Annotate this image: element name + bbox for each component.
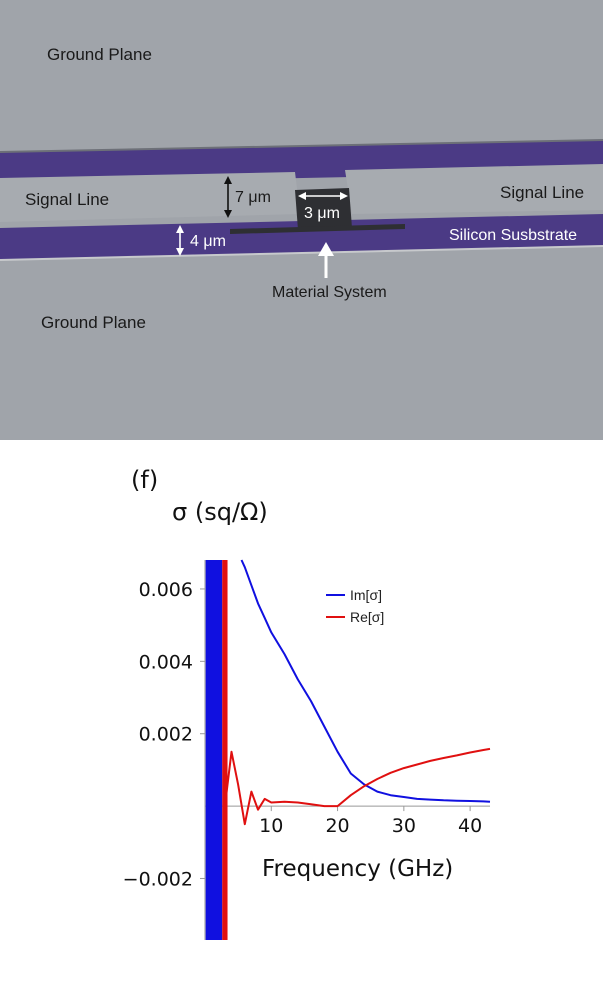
signal-line-left-label: Signal Line (25, 190, 109, 209)
y-tick-label: 0.006 (139, 579, 193, 601)
signal-line-right-strip (345, 164, 603, 214)
legend-entry-re: Re[σ] (350, 609, 384, 625)
arrowhead (176, 248, 184, 256)
signal-line-left-strip (0, 172, 300, 222)
series-line-im (240, 559, 491, 803)
conductivity-chart: (f) σ (sq/Ω) Frequency (GHz) −0.002 0.002… (123, 466, 491, 940)
legend-entry-im: Im[σ] (350, 587, 382, 603)
material-system-block (295, 188, 352, 230)
arrowhead (224, 210, 232, 218)
arrowhead (318, 242, 334, 256)
dim-slot-label: 4 μm (190, 233, 226, 250)
y-tick-label: −0.002 (123, 868, 193, 890)
dim-gap-label: 3 μm (304, 205, 340, 222)
cpw-device-diagram: Ground Plane Signal Line Signal Line 7 μ… (0, 0, 603, 440)
arrowhead (298, 192, 306, 200)
material-system-label: Material System (272, 284, 387, 301)
arrowhead (340, 192, 348, 200)
panel-label: (f) (131, 466, 158, 494)
material-system-film (230, 224, 405, 234)
x-tick-label: 40 (458, 815, 482, 837)
x-tick-label: 20 (325, 815, 349, 837)
legend: Im[σ] Re[σ] (326, 587, 384, 625)
y-tick-label: 0.002 (139, 724, 193, 746)
y-tick-label: 0.004 (139, 651, 193, 673)
y-axis-label: σ (sq/Ω) (172, 498, 268, 526)
im-noise-band (205, 560, 223, 940)
signal-line-right-label: Signal Line (500, 183, 584, 202)
edge-line (0, 139, 603, 153)
ground-plane-bottom-label: Ground Plane (41, 313, 146, 332)
edge-line (0, 245, 603, 261)
x-tick-label: 10 (259, 815, 283, 837)
arrowhead (176, 225, 184, 233)
re-noise-band (222, 560, 228, 940)
x-tick-label: 30 (392, 815, 416, 837)
ground-plane-top-label: Ground Plane (47, 45, 152, 64)
x-axis-label: Frequency (GHz) (262, 856, 453, 882)
series-line-re (223, 747, 491, 826)
dim-signal-width-label: 7 μm (235, 189, 271, 206)
substrate-label: Silicon Susbstrate (449, 227, 577, 244)
arrowhead (224, 176, 232, 184)
